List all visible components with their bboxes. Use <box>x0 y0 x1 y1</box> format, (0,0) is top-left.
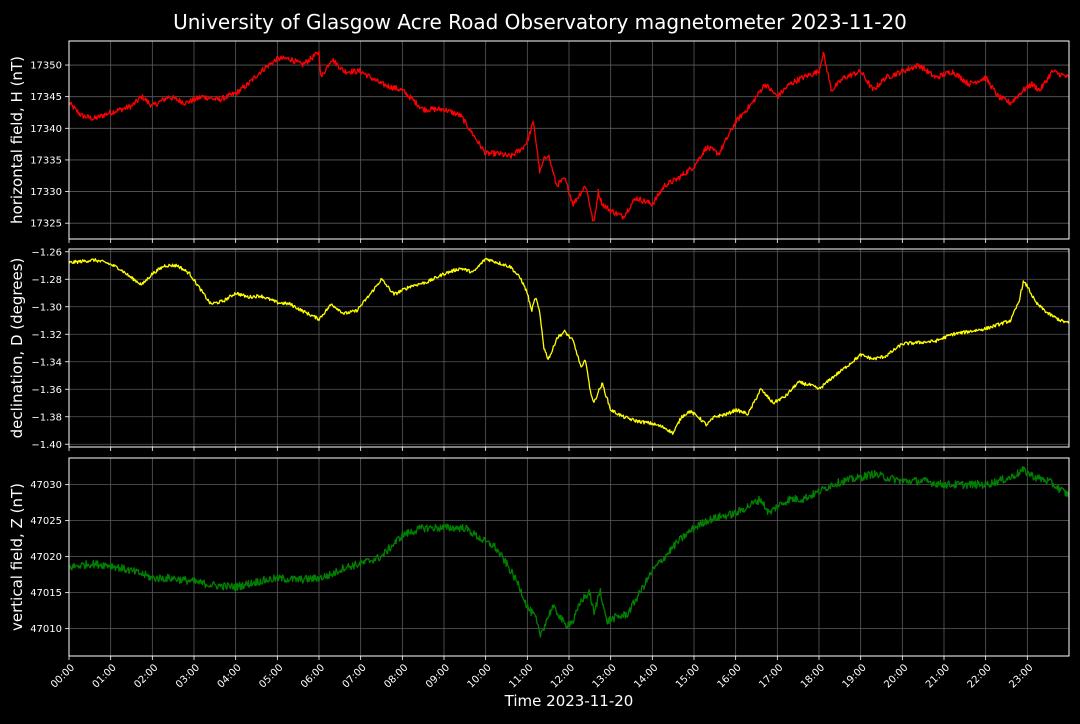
x-axis-label: Time 2023-11-20 <box>504 692 634 710</box>
y-axis-label: horizontal field, H (nT) <box>8 56 26 224</box>
y-tick-label: 47030 <box>30 480 62 491</box>
y-tick-label: 47020 <box>30 552 62 563</box>
y-axis-label: vertical field, Z (nT) <box>8 483 26 631</box>
y-tick-label: −1.40 <box>31 440 62 451</box>
panel-frame <box>68 457 1070 657</box>
y-axis-label: declination, D (degrees) <box>8 258 26 439</box>
y-tick-label: −1.38 <box>31 412 62 423</box>
y-tick-label: −1.30 <box>31 302 62 313</box>
y-tick-label: −1.26 <box>31 247 62 258</box>
y-tick-label: 17325 <box>30 219 62 230</box>
y-tick-label: −1.28 <box>31 275 62 286</box>
panel-2: −1.26 −1.28 −1.30 −1.32 −1.34 −1.36 −1.38 −1.40… <box>8 247 1070 451</box>
panel-3: 47010 47015 47020 47025 47030 vertical field,… <box>8 457 1070 660</box>
y-tick-label: 47010 <box>30 624 62 635</box>
y-tick-label: −1.32 <box>31 330 62 341</box>
panel-1: 17325 17330 17335 17340 17345 17350 horizontal… <box>8 40 1070 243</box>
series-line <box>68 50 1070 222</box>
y-tick-label: 17350 <box>30 61 62 72</box>
y-tick-label: 47025 <box>30 516 62 527</box>
y-tick-label: 17330 <box>30 187 62 198</box>
panel-frame <box>68 40 1070 240</box>
panel-frame <box>68 248 1070 448</box>
y-tick-label: 17335 <box>30 155 62 166</box>
series-line <box>68 465 1070 638</box>
y-tick-label: −1.34 <box>31 357 62 368</box>
series-line <box>68 257 1070 435</box>
y-tick-label: −1.36 <box>31 385 62 396</box>
y-tick-label: 47015 <box>30 588 62 599</box>
y-tick-label: 17345 <box>30 92 62 103</box>
y-tick-label: 17340 <box>30 124 62 135</box>
chart-title: University of Glasgow Acre Road Observat… <box>173 10 907 34</box>
